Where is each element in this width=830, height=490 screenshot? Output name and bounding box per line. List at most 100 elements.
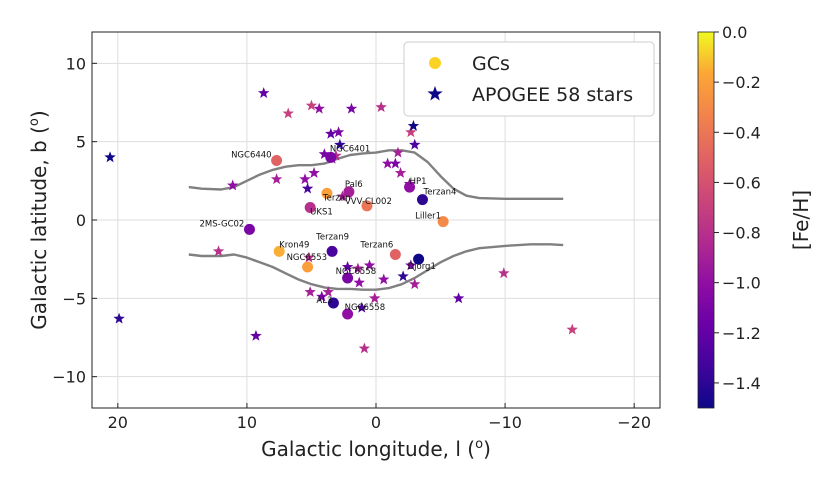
star-point — [389, 157, 402, 169]
star-point — [334, 138, 346, 150]
star-point — [325, 127, 337, 139]
gc-point — [325, 151, 337, 163]
y-tick-label: −10 — [52, 368, 86, 387]
y-tick-label: −5 — [62, 289, 86, 308]
star-point — [341, 261, 354, 272]
legend-gc-marker — [429, 57, 441, 69]
colorbar-ticks: 0.0 −0.2 −0.4 −0.6 −0.8 −1.0 −1.2 −1.4 — [714, 23, 761, 393]
star-point — [322, 286, 334, 297]
gc-label: 2MS-GC02 — [199, 219, 244, 229]
star-point — [299, 173, 311, 185]
star-point — [316, 290, 328, 302]
gc-point — [413, 253, 425, 265]
star-point — [405, 126, 417, 138]
star-point — [313, 102, 325, 114]
star-point — [308, 167, 320, 178]
star-point — [304, 286, 316, 297]
colorbar-label: [Fe/H] — [789, 190, 813, 250]
gc-point — [416, 194, 428, 206]
star-point — [332, 126, 345, 138]
colorbar: 0.0 −0.2 −0.4 −0.6 −0.8 −1.0 −1.2 −1.4 [Fe/H] — [697, 23, 813, 409]
colorbar-tick-label: −1.4 — [722, 374, 761, 393]
gc-label: Liller1 — [415, 212, 441, 222]
boundary-curves — [188, 149, 564, 291]
gc-point — [327, 297, 339, 309]
star-point — [381, 157, 394, 169]
x-tick-label: −20 — [617, 413, 651, 432]
gc-label: Terzan — [322, 193, 351, 203]
star-point — [394, 167, 407, 178]
gc-point — [361, 200, 373, 212]
boundary-lower-curve — [188, 243, 564, 291]
y-axis-label: Galactic latitude, b (o) — [27, 110, 51, 329]
star-point — [113, 312, 125, 324]
gc-label: Kron49 — [279, 240, 309, 250]
gc-label: Terzan9 — [315, 232, 349, 242]
x-tick-label: 10 — [237, 413, 257, 432]
legend-star-label: APOGEE 58 stars — [472, 84, 633, 106]
star-point — [375, 101, 387, 113]
star-point — [352, 262, 364, 274]
colorbar-tick-label: −0.4 — [722, 123, 761, 142]
gc-label: Pal6 — [345, 180, 363, 190]
gc-label: NGC6558 — [345, 303, 386, 313]
star-point — [369, 292, 381, 304]
star-point — [353, 276, 365, 288]
star-point — [318, 148, 331, 160]
star-point — [301, 182, 314, 194]
boundary-upper-curve — [188, 149, 564, 200]
star-point — [407, 120, 420, 131]
colorbar-tick-label: −1.0 — [722, 274, 761, 293]
gc-point — [271, 154, 283, 166]
colorbar-tick-label: −0.6 — [722, 173, 761, 192]
star-point — [305, 99, 318, 111]
star-point — [452, 292, 465, 304]
gc-label: NGC6558 — [336, 267, 377, 277]
gc-point — [389, 248, 401, 260]
gc-labels: NGC6440NGC6401Pal6TerzanVVV-CL002HP1Terz… — [199, 144, 456, 313]
star-point — [270, 173, 283, 185]
gc-label: NGC6440 — [231, 150, 272, 160]
x-tick-label: 20 — [108, 413, 128, 432]
gc-point — [342, 272, 354, 284]
gc-point — [343, 186, 355, 198]
gc-point — [273, 245, 285, 257]
star-point — [405, 259, 417, 271]
star-point — [303, 251, 315, 263]
gc-label: HP1 — [410, 177, 427, 187]
star-point — [330, 149, 342, 161]
x-axis-label: Galactic longitude, l (o) — [261, 437, 491, 461]
star-point — [363, 259, 376, 271]
y-tick-label: 5 — [76, 133, 86, 152]
star-point — [257, 87, 270, 98]
star-point — [336, 190, 349, 202]
star-point — [409, 138, 421, 150]
star-point — [250, 329, 262, 341]
star-point — [358, 342, 371, 354]
x-tick-label: −10 — [488, 413, 522, 432]
gc-label: AL3 — [316, 296, 332, 306]
y-tick-label: 0 — [76, 211, 86, 230]
x-tick-label: 0 — [371, 413, 381, 432]
colorbar-tick-label: 0.0 — [722, 23, 747, 42]
colorbar-tick-label: −1.2 — [722, 324, 761, 343]
gc-label: NGC6401 — [330, 144, 371, 154]
grid-lines — [92, 32, 660, 408]
star-point — [392, 146, 404, 158]
gc-label: Terzan6 — [359, 240, 393, 250]
star-point — [345, 102, 358, 114]
gc-label: VVV-CL002 — [345, 197, 392, 207]
star-point — [212, 245, 225, 257]
star-point — [378, 273, 390, 285]
apogee-stars — [104, 87, 578, 354]
legend-star-marker — [427, 86, 443, 101]
colorbar-tick-label: −0.2 — [722, 73, 761, 92]
star-point — [282, 107, 294, 119]
gc-label: Terzan4 — [422, 188, 456, 198]
star-point — [397, 270, 409, 282]
gc-point — [437, 216, 449, 228]
globular-clusters — [243, 151, 449, 320]
legend-gc-label: GCs — [472, 53, 510, 75]
y-tick-label: 10 — [66, 54, 86, 73]
